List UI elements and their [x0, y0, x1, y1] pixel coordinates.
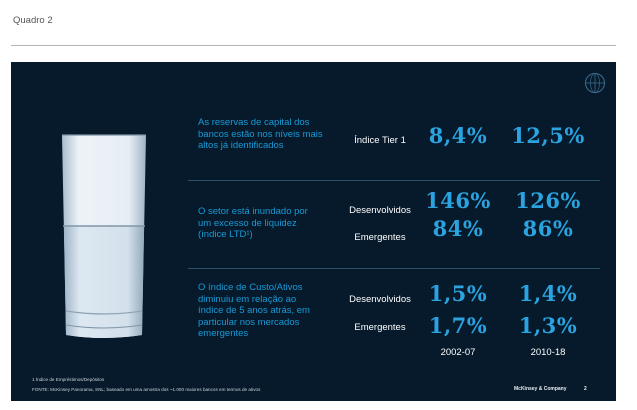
- row-1-label-tier1: Índice Tier 1: [354, 135, 406, 146]
- column-label-2010-18: 2010-18: [530, 347, 566, 358]
- row-2-label-desenvolvidos: Desenvolvidos: [349, 205, 411, 216]
- row-2-emergentes-2010: 86%: [522, 216, 574, 241]
- page-title: Quadro 2: [13, 15, 53, 26]
- row-3-label-desenvolvidos: Desenvolvidos: [349, 294, 411, 305]
- row-1-value-2010: 12,5%: [511, 123, 585, 148]
- row-2-emergentes-2002: 84%: [432, 216, 484, 241]
- row-2-label-emergentes: Emergentes: [354, 232, 406, 243]
- row-2-desenvolvidos-2002: 146%: [425, 188, 491, 213]
- row-3-emergentes-2010: 1,3%: [518, 313, 578, 338]
- globe-icon: [585, 73, 605, 93]
- row-3-desenvolvidos-2010: 1,4%: [518, 281, 578, 306]
- brand-label: McKinsey & Company: [514, 386, 567, 392]
- row-3-description: O índice de Custo/Ativos diminuiu em rel…: [198, 282, 310, 339]
- column-label-2002-07: 2002-07: [440, 347, 476, 358]
- row-3-desenvolvidos-2002: 1,5%: [428, 281, 488, 306]
- header-rule: [11, 45, 616, 46]
- source-note: FONTE: McKinsey Panorama, SNL; baseado e…: [32, 387, 261, 392]
- row-divider: [188, 180, 600, 181]
- row-1-description: As reservas de capital dos bancos estão …: [198, 117, 323, 151]
- row-2-description: O setor está inundado por um excesso de …: [198, 206, 308, 240]
- row-divider: [188, 268, 600, 269]
- row-2-desenvolvidos-2010: 126%: [515, 188, 581, 213]
- page-number: 2: [584, 386, 587, 392]
- row-3-emergentes-2002: 1,7%: [428, 313, 488, 338]
- footnote: 1 Índice de Empréstimos/Depósitos: [32, 377, 105, 382]
- half-full-glass-image: [62, 134, 146, 338]
- row-3-label-emergentes: Emergentes: [354, 322, 406, 333]
- row-1-value-2002: 8,4%: [428, 123, 488, 148]
